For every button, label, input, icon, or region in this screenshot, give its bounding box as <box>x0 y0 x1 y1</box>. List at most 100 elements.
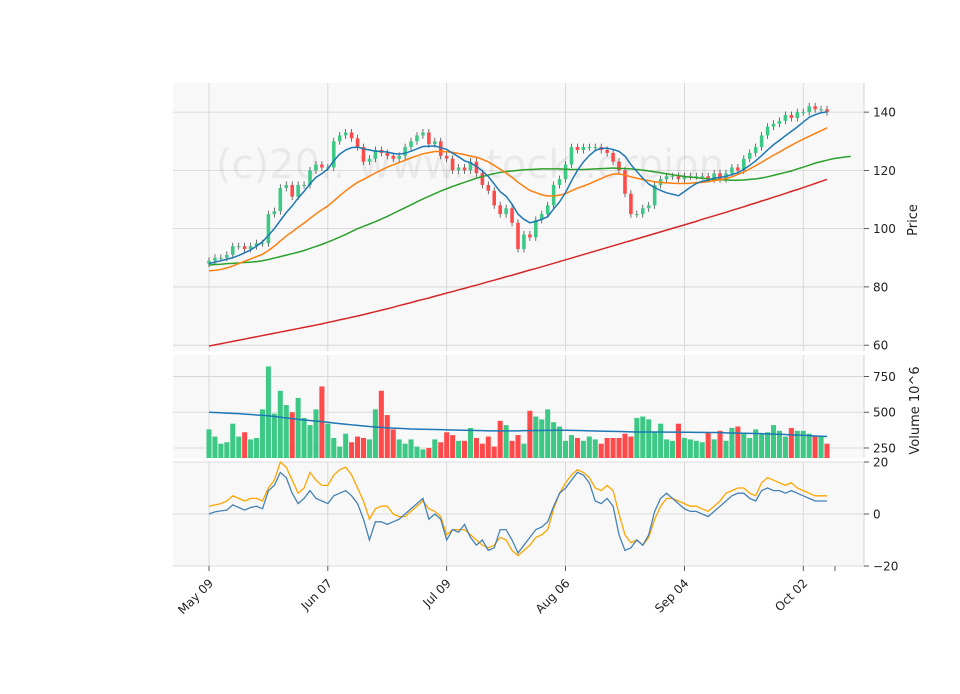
y-tick-label-price: 100 <box>873 222 896 236</box>
volume-bar <box>794 430 800 458</box>
candle-body <box>296 184 300 197</box>
candle-body <box>516 222 520 250</box>
volume-bar <box>206 429 212 458</box>
volume-bar <box>414 446 420 458</box>
candle-body <box>765 126 770 136</box>
candle-body <box>736 167 740 171</box>
candle-body <box>308 170 312 185</box>
volume-bar <box>765 432 771 458</box>
candle-body <box>539 214 544 220</box>
candle-body <box>337 135 342 142</box>
candle-body <box>433 141 437 145</box>
volume-bar <box>699 442 705 458</box>
volume-bar <box>265 366 271 458</box>
volume-bar <box>628 436 634 458</box>
y-tick-label-volume: 750 <box>873 370 896 384</box>
candle-body <box>242 246 247 250</box>
volume-bar <box>497 420 503 458</box>
volume-bar <box>295 397 301 458</box>
volume-bar <box>271 413 277 458</box>
x-tick-label: Jul 09 <box>419 576 453 610</box>
volume-bar <box>824 443 830 458</box>
macd-line <box>208 471 827 555</box>
volume-ma-line <box>208 411 828 438</box>
volume-bar <box>800 430 806 458</box>
y-tick-label-macd: −20 <box>873 560 898 574</box>
candle-body <box>462 167 467 171</box>
candle-body <box>320 164 324 168</box>
volume-bar <box>574 437 580 458</box>
volume-bar <box>693 440 699 458</box>
candle-body <box>557 179 562 185</box>
candle-body <box>801 112 806 114</box>
volume-bar <box>735 426 741 458</box>
candle-body <box>742 158 746 171</box>
candle-body <box>284 184 289 188</box>
volume-bar <box>598 443 604 458</box>
candle-body <box>456 167 461 171</box>
candle-body <box>278 187 283 212</box>
candle-body <box>617 161 621 171</box>
volume-bar <box>818 436 824 458</box>
volume-bar <box>646 419 652 458</box>
volume-bar <box>557 426 563 458</box>
volume-bar <box>705 432 711 458</box>
volume-bar <box>248 439 254 458</box>
ma-200-line <box>208 178 828 347</box>
candle-body <box>415 135 419 142</box>
candle-body <box>361 147 366 162</box>
volume-bar <box>408 439 414 458</box>
volume-bar <box>687 439 693 458</box>
volume-bar <box>592 439 598 458</box>
candle-body <box>266 214 271 244</box>
y-tick-label-volume: 250 <box>873 441 896 455</box>
volume-bar <box>479 443 485 458</box>
panel-price-background <box>173 83 864 351</box>
candle-body <box>700 176 704 178</box>
volume-bar <box>610 437 616 458</box>
candle-body <box>385 152 390 156</box>
volume-bar <box>533 416 539 458</box>
volume-bar <box>366 439 372 458</box>
volume-bar <box>717 430 723 458</box>
volume-bar <box>788 427 794 458</box>
candle-body <box>474 161 479 174</box>
candle-body <box>551 184 556 206</box>
volume-bar <box>289 412 295 458</box>
candle-body <box>343 132 348 136</box>
candle-body <box>629 193 633 215</box>
candle-body <box>207 260 211 264</box>
candle-body <box>706 176 710 180</box>
candle-body <box>314 164 318 171</box>
volume-bar <box>681 437 687 458</box>
x-tick-label: Oct 02 <box>772 576 810 614</box>
volume-bar <box>664 439 670 458</box>
candle-body <box>682 176 687 180</box>
x-tick-label: Aug 06 <box>533 576 573 616</box>
candle-body <box>391 155 395 159</box>
x-tick-label: Sep 04 <box>652 576 691 615</box>
candle-body <box>712 173 716 180</box>
volume-bar <box>355 436 361 458</box>
volume-bar <box>461 440 468 458</box>
volume-bar <box>568 435 575 458</box>
volume-bar <box>224 442 230 458</box>
y-tick-label-price: 60 <box>873 339 888 353</box>
candle-body <box>777 120 782 124</box>
candle-body <box>367 158 372 162</box>
candle-body <box>230 246 235 255</box>
candle-body <box>819 109 823 111</box>
candle-body <box>248 246 253 250</box>
candle-body <box>825 109 829 113</box>
volume-bar <box>675 423 681 458</box>
volume-bar <box>509 440 515 458</box>
volume-bar <box>236 436 242 458</box>
candle-body <box>260 243 265 245</box>
volume-bar <box>277 390 283 458</box>
volume-bar <box>723 440 729 458</box>
candle-body <box>480 173 485 185</box>
volume-bar <box>782 436 788 458</box>
volume-bar <box>776 430 782 458</box>
volume-bar <box>467 427 473 458</box>
